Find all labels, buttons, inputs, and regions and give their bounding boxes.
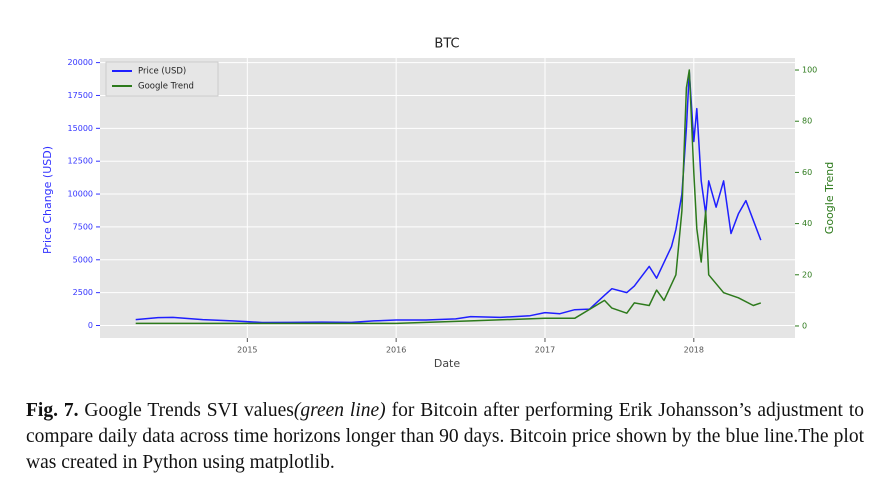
caption-emphasis: (green line) xyxy=(293,400,386,421)
y-axis-label: Price Change (USD) xyxy=(41,146,54,254)
y2-tick-label: 80 xyxy=(802,117,812,126)
y2-tick-label: 0 xyxy=(802,321,807,330)
chart: BTC Date Price Change (USD) Google Trend… xyxy=(41,37,836,371)
y2-axis-label: Google Trend xyxy=(823,162,836,234)
y-tick-label: 20000 xyxy=(68,58,93,67)
y-tick-label: 5000 xyxy=(73,255,93,264)
caption-text: for Bitcoin after performing Erik Johans… xyxy=(26,400,864,473)
y2-tick-label: 40 xyxy=(802,219,812,228)
y2-tick-label: 100 xyxy=(802,66,817,75)
caption-text: Google Trends SVI values xyxy=(84,400,294,421)
caption-label: Fig. 7. xyxy=(26,400,79,421)
chart-title: BTC xyxy=(434,37,459,52)
y-tick-label: 15000 xyxy=(68,124,93,133)
y-tick-label: 7500 xyxy=(73,222,93,231)
caption: Fig. 7. Google Trends SVI values(green l… xyxy=(26,398,864,476)
y-tick-label: 12500 xyxy=(68,157,93,166)
y-tick-label: 0 xyxy=(88,321,93,330)
x-axis-label: Date xyxy=(434,357,461,370)
x-tick-label: 2016 xyxy=(386,346,406,355)
x-tick-label: 2018 xyxy=(684,346,704,355)
x-tick-label: 2017 xyxy=(535,346,555,355)
y2-tick-label: 60 xyxy=(802,168,812,177)
y-tick-label: 10000 xyxy=(68,190,93,199)
y-tick-label: 2500 xyxy=(73,288,93,297)
y-tick-label: 17500 xyxy=(68,91,93,100)
legend-label: Price (USD) xyxy=(138,67,186,77)
y2-tick-label: 20 xyxy=(802,270,812,279)
series-line xyxy=(135,71,762,324)
legend-label: Google Trend xyxy=(138,82,194,92)
x-tick-label: 2015 xyxy=(237,346,257,355)
plot-background xyxy=(100,58,795,338)
legend-box xyxy=(105,61,219,97)
series-line xyxy=(135,69,762,325)
